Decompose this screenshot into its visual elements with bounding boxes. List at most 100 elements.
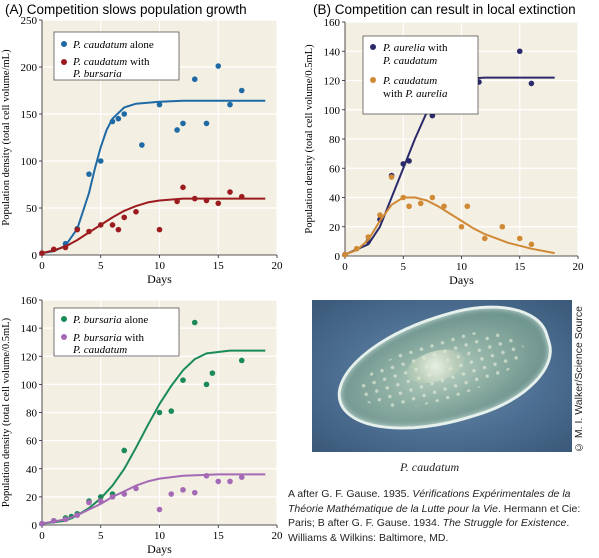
data-point-series-1 (215, 478, 222, 485)
legend-label-species: P. aurelia (382, 42, 426, 54)
legend-marker-bursaria-with-caudatum (61, 334, 67, 340)
data-point-series-0 (406, 158, 412, 164)
data-point-series-1 (215, 200, 222, 207)
chart-panel-a-bottom: 0 5 10 15 20 0 20 40 60 80 100 120 140 160 Days Populat… (1, 295, 283, 556)
legend-marker-bursaria-alone (61, 316, 67, 322)
legend-marker-caudatum-with-bursaria (61, 59, 67, 65)
data-point-series-1 (377, 212, 383, 218)
x-axis-label: Days (147, 272, 172, 286)
data-point-series-1 (121, 491, 128, 497)
y-axis-label: Population density (total cell volume/0.… (304, 44, 315, 234)
legend-label-species: P. bursaria (72, 332, 122, 344)
data-point-series-1 (482, 235, 488, 242)
data-point-series-1 (115, 226, 122, 233)
data-point-series-1 (203, 197, 210, 204)
data-point-series-0 (191, 319, 198, 326)
y-tick-label: 140 (324, 46, 341, 58)
data-point-series-1 (133, 485, 139, 492)
x-tick-label: 5 (401, 261, 407, 273)
x-tick-label: 0 (39, 260, 45, 272)
data-point-series-1 (191, 489, 198, 496)
data-point-series-1 (156, 226, 163, 233)
data-point-series-0 (400, 161, 407, 167)
y-tick-label: 40 (329, 193, 341, 205)
photo-caption: P. caudatum (400, 460, 460, 474)
data-point-series-0 (209, 370, 216, 376)
y-tick-label: 160 (324, 17, 341, 29)
data-point-series-0 (168, 408, 175, 414)
data-point-series-0 (174, 127, 180, 133)
data-point-series-1 (174, 198, 180, 205)
y-tick-label: 100 (21, 156, 38, 168)
x-tick-label: 0 (39, 530, 45, 542)
data-point-series-1 (227, 189, 233, 195)
data-point-series-0 (156, 101, 163, 108)
data-point-series-1 (417, 200, 424, 207)
legend-label-condition: with (122, 332, 145, 344)
y-tick-label: 40 (26, 464, 38, 476)
y-tick-label: 80 (26, 408, 38, 420)
y-tick-label: 50 (26, 203, 38, 215)
svg-text:P. bursaria alone: P. bursaria alone (72, 314, 148, 326)
photo-credit: © M. I. Walker/Science Source (573, 306, 585, 454)
data-point-series-0 (528, 80, 535, 87)
panel-b-title: (B) Competition can result in local exti… (313, 2, 576, 17)
y-tick-label: 100 (21, 379, 38, 391)
legend-label-condition: with (127, 56, 150, 68)
y-tick-label: 0 (335, 251, 341, 263)
data-point-series-0 (238, 87, 245, 94)
data-point-series-0 (203, 120, 210, 127)
panel-a-title: (A) Competition slows population growth (5, 2, 247, 17)
y-tick-label: 60 (329, 163, 341, 175)
data-point-series-1 (74, 226, 81, 233)
data-point-series-1 (388, 174, 395, 180)
data-point-series-1 (50, 246, 57, 253)
data-point-series-1 (365, 234, 372, 240)
y-tick-label: 120 (21, 351, 38, 363)
x-tick-label: 15 (213, 260, 225, 272)
data-point-series-1 (86, 228, 92, 235)
data-point-series-1 (499, 223, 506, 230)
x-axis-label: Days (449, 273, 474, 287)
legend-label-condition: alone (127, 39, 154, 51)
data-point-series-1 (458, 223, 465, 230)
y-tick-label: 20 (26, 492, 38, 504)
legend-marker-caudatum-alone (61, 41, 67, 47)
legend-label-condition: with (383, 88, 405, 100)
y-tick-label: 100 (324, 105, 341, 117)
legend-label-condition: with (425, 42, 448, 54)
data-point-series-0 (139, 142, 145, 148)
paramecium-cell (323, 300, 565, 452)
x-tick-label: 5 (98, 530, 104, 542)
series-curve-0 (41, 99, 266, 255)
svg-text:with P. aurelia: with P. aurelia (383, 88, 448, 100)
data-point-series-1 (516, 235, 523, 242)
x-tick-label: 15 (213, 530, 225, 542)
source-title-2: The Struggle for Existence (442, 517, 567, 529)
y-tick-label: 20 (329, 222, 341, 234)
legend-marker-caudatum-with-aurelia (370, 77, 376, 83)
data-point-series-1 (109, 494, 116, 500)
data-point-series-0 (238, 357, 245, 364)
data-point-series-1 (168, 491, 175, 497)
source-title-1: Vérifications Expérimentales de la Théor… (288, 488, 571, 515)
data-point-series-1 (74, 512, 81, 518)
legend-label-competitor: P. bursaria (72, 68, 122, 80)
legend-label-condition: alone (122, 314, 149, 326)
y-tick-label: 120 (324, 76, 341, 88)
data-point-series-1 (342, 251, 348, 258)
data-point-series-1 (39, 520, 45, 527)
legend-marker-aurelia-with-caudatum (370, 44, 376, 50)
x-tick-label: 20 (573, 261, 585, 273)
data-point-series-0 (191, 76, 198, 83)
svg-text:P. aurelia with: P. aurelia with (382, 42, 448, 54)
series-curve-1 (41, 197, 266, 255)
data-point-series-1 (227, 478, 233, 485)
source-note: A after G. F. Gause. 1935. Vérifications… (288, 487, 588, 545)
source-text-3: . Williams & Wilkins: Baltimore, MD. (288, 517, 570, 544)
svg-text:P. caudatum with: P. caudatum with (72, 56, 150, 68)
data-point-series-1 (109, 222, 116, 228)
x-tick-label: 15 (514, 261, 526, 273)
paramecium-photo (312, 300, 572, 452)
legend-label-competitor: P. aurelia (404, 88, 448, 100)
